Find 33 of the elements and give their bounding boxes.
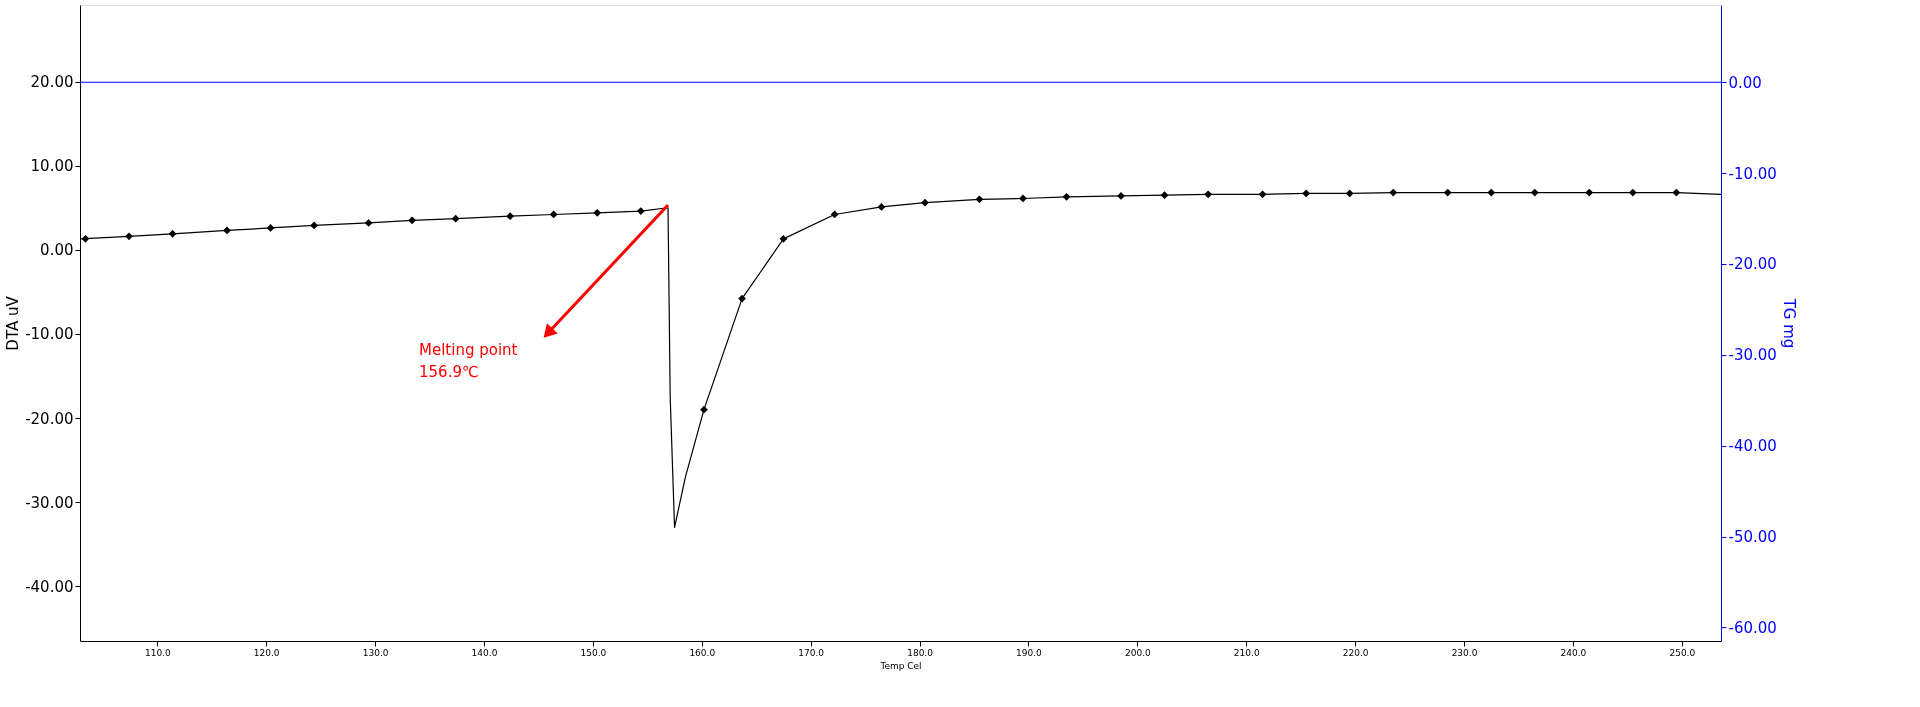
y2-tick-label: -30.00 [1728, 346, 1777, 365]
y-tick-label: -20.00 [25, 409, 74, 428]
y2-tick-label: -50.00 [1728, 528, 1777, 547]
y-tick-label: 20.00 [30, 73, 74, 92]
x-tick-label: 140.0 [471, 647, 498, 658]
y2-tick-label: -40.00 [1728, 437, 1777, 456]
y-tick-label: -10.00 [25, 325, 74, 344]
x-tick-label: 230.0 [1451, 647, 1478, 658]
x-tick-label: 110.0 [144, 647, 171, 658]
x-tick-label: 170.0 [798, 647, 825, 658]
x-axis-title: Temp Cel [879, 660, 922, 671]
y2-tick-label: -10.00 [1728, 164, 1777, 183]
y-tick-label: 0.00 [40, 241, 74, 260]
x-tick-label: 250.0 [1669, 647, 1696, 658]
x-tick-label: 180.0 [907, 647, 934, 658]
x-tick-label: 160.0 [689, 647, 716, 658]
y2-tick-label: 0.00 [1728, 73, 1762, 92]
y-tick-label: -30.00 [25, 493, 74, 512]
x-tick-label: 150.0 [580, 647, 607, 658]
y2-tick-label: -20.00 [1728, 255, 1777, 274]
x-tick-label: 200.0 [1124, 647, 1151, 658]
y-tick-label: 10.00 [30, 157, 74, 176]
y-tick-label: -40.00 [25, 577, 74, 596]
x-tick-label: 220.0 [1342, 647, 1369, 658]
y2-axis-title: TG mg [1779, 297, 1798, 349]
x-tick-label: 210.0 [1233, 647, 1260, 658]
annotation: Melting point 156.9℃ [419, 341, 518, 381]
x-tick-label: 130.0 [362, 647, 389, 658]
x-tick-label: 240.0 [1560, 647, 1587, 658]
y-axis-title: DTA uV [4, 295, 23, 351]
y2-tick-label: -60.00 [1728, 618, 1777, 637]
x-tick-label: 120.0 [253, 647, 280, 658]
x-tick-label: 190.0 [1016, 647, 1043, 658]
